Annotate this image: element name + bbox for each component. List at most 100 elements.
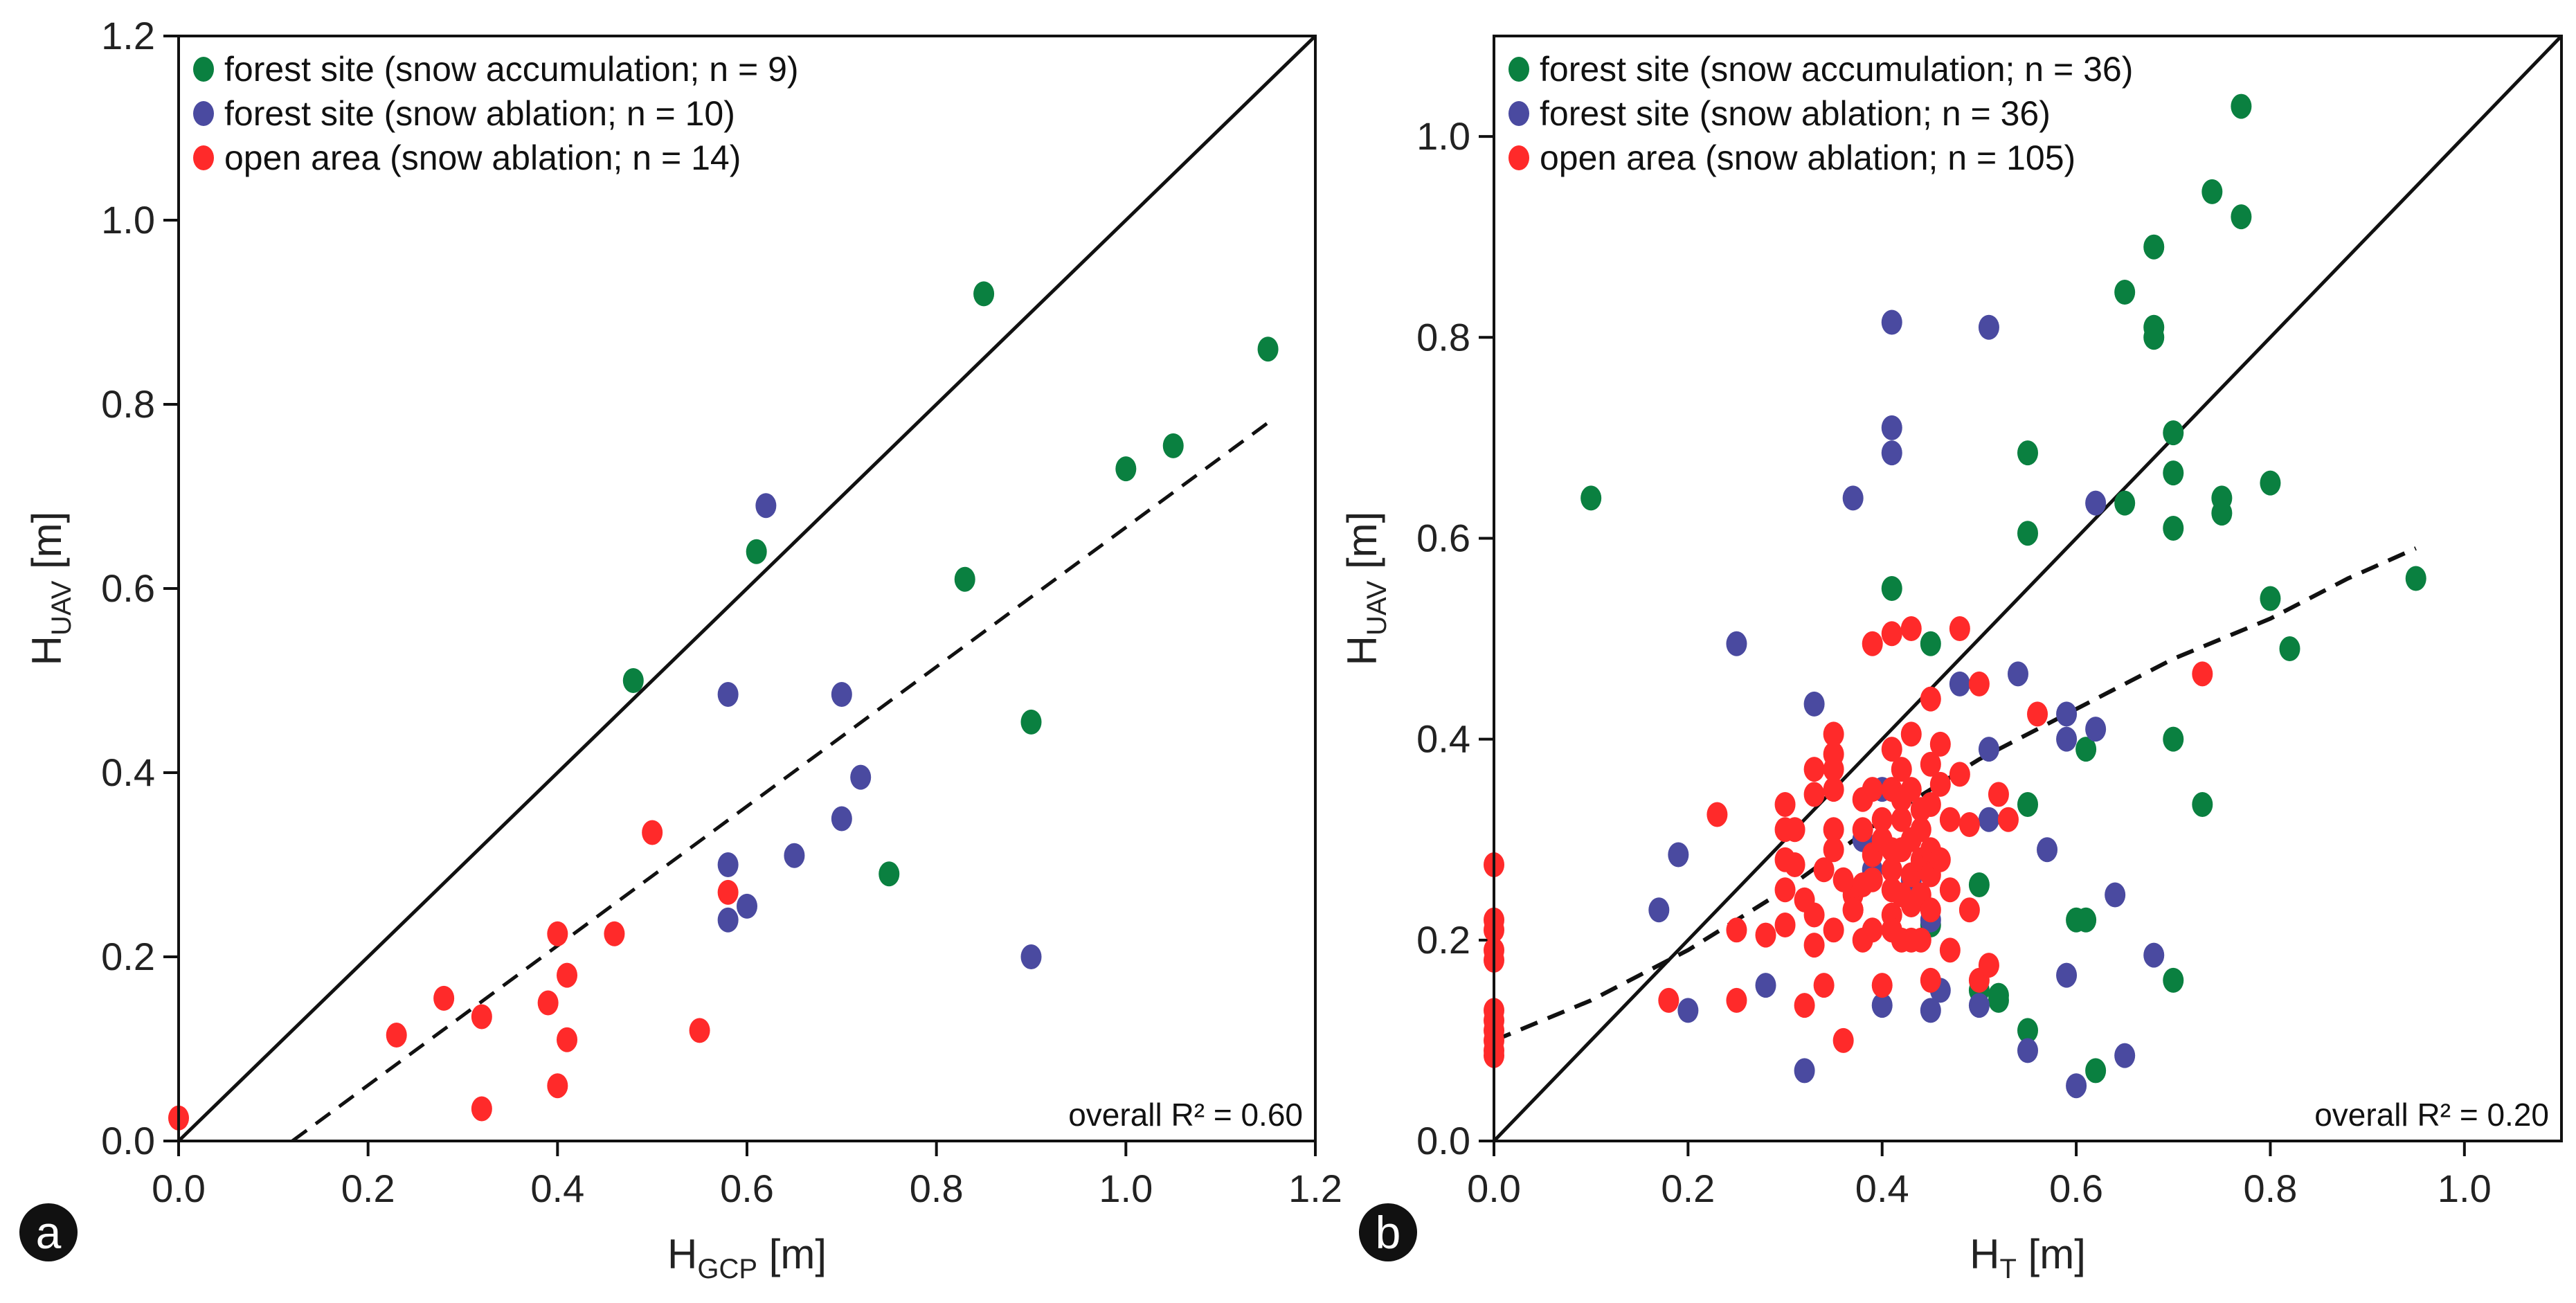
panel-b-legend: forest site (snow accumulation; n = 36) f…: [1508, 50, 2133, 177]
panel-a-point-series-1: [1020, 709, 1042, 735]
panel-a-point-series-1: [879, 861, 900, 887]
panel-a-badge-text: a: [36, 1207, 62, 1258]
panel-b-point-series-2: [2105, 882, 2126, 908]
panel-a-point-series-2: [717, 852, 739, 877]
panel-a-point-series-1: [622, 668, 644, 693]
panel-b-point-series-3: [1910, 817, 1931, 843]
panel-b-x-ticks: 0.0 0.2 0.4 0.6 0.8 1.0: [1467, 1141, 2492, 1210]
panel-a-x-tick-label: 0.4: [530, 1167, 584, 1210]
panel-b-y-axis-label: HUAV [m]: [1339, 512, 1392, 666]
panel-a-point-series-3: [386, 1023, 407, 1048]
panel-b-point-series-1: [2017, 440, 2038, 466]
panel-a-x-tick-label: 1.2: [1288, 1167, 1342, 1210]
panel-a-point-series-3: [557, 1027, 578, 1052]
panel-b-point-series-3: [1726, 917, 1747, 943]
panel-b-point-series-3: [2192, 661, 2213, 687]
panel-b-point-series-3: [1939, 807, 1961, 832]
panel-b-point-series-3: [1920, 686, 1941, 712]
panel-b-point-series-3: [1949, 762, 1970, 787]
panel-b-point-series-2: [1881, 309, 1902, 335]
panel-b-point-series-3: [1862, 867, 1883, 892]
panel-b-point-series-3: [1910, 927, 1931, 953]
panel-b-point-series-1: [2211, 501, 2233, 526]
panel-a-point-series-3: [471, 1004, 492, 1030]
panel-a-y-axis-label: HUAV [m]: [24, 512, 77, 666]
panel-b-point-series-1: [2163, 460, 2184, 486]
panel-a-point-series-3: [642, 820, 663, 845]
panel-b-point-series-2: [1881, 440, 1902, 466]
panel-a-y-tick-label: 1.0: [101, 198, 155, 242]
panel-b-x-tick-label: 0.8: [2244, 1167, 2298, 1210]
panel-a-point-series-2: [831, 806, 852, 832]
panel-a-one-to-one-line: [177, 35, 1317, 1142]
panel-a-legend-marker: [193, 145, 214, 170]
panel-b-point-series-1: [2143, 325, 2165, 350]
panel-b-point-series-3: [1803, 757, 1825, 782]
panel-a-point-series-3: [537, 990, 559, 1016]
panel-b-point-series-1: [2405, 566, 2426, 591]
panel-a-legend-label: forest site (snow accumulation; n = 9): [224, 50, 799, 89]
panel-b-point-series-3: [1852, 927, 1873, 953]
panel-b-y-tick-label: 0.4: [1416, 717, 1470, 761]
panel-b-point-series-3: [1755, 922, 1776, 948]
panel-b-point-series-1: [2017, 791, 2038, 817]
panel-a-point-series-3: [717, 879, 739, 905]
panel-a: 0.0 0.2 0.4 0.6 0.8 1.0 1.2 0.0 0.2 0.4 0.6 0.8 1.0…: [19, 14, 1342, 1284]
panel-a-point-series-3: [557, 962, 578, 988]
panel-b-point-series-1: [2085, 1058, 2107, 1084]
panel-b-point-series-3: [1803, 902, 1825, 928]
panel-a-x-tick-label: 0.2: [341, 1167, 395, 1210]
panel-b-point-series-2: [1803, 691, 1825, 717]
panel-a-point-series-3: [471, 1096, 492, 1122]
panel-b-point-series-3: [1658, 987, 1679, 1013]
panel-a-y-tick-label: 0.0: [101, 1119, 155, 1162]
panel-b-data-points: [1484, 93, 2426, 1099]
panel-b-x-tick-label: 1.0: [2438, 1167, 2492, 1210]
panel-b-point-series-2: [1842, 485, 1864, 511]
panel-b-x-tick-label: 0.0: [1467, 1167, 1521, 1210]
panel-b-point-series-3: [1881, 621, 1902, 647]
panel-b-fit-curve: [1493, 546, 2417, 1043]
panel-b-point-series-3: [1891, 757, 1912, 782]
panel-b-point-series-3: [1929, 731, 1951, 757]
panel-b-point-series-1: [2163, 967, 2184, 993]
panel-b-legend-label: forest site (snow ablation; n = 36): [1540, 94, 2051, 133]
panel-a-y-tick-label: 1.2: [101, 14, 155, 57]
panel-b-x-tick-label: 0.2: [1661, 1167, 1715, 1210]
panel-b-point-series-3: [1823, 837, 1844, 863]
panel-b-point-series-1: [2279, 636, 2300, 662]
panel-b-point-series-2: [1968, 993, 1990, 1018]
panel-b-point-series-1: [2143, 234, 2165, 260]
panel-b-point-series-3: [1823, 917, 1844, 943]
panel-a-x-tick-label: 0.0: [152, 1167, 206, 1210]
panel-a-legend-marker: [193, 101, 214, 126]
panel-b-point-series-3: [1823, 721, 1844, 747]
panel-b-x-tick-label: 0.4: [1855, 1167, 1909, 1210]
panel-a-legend-label: forest site (snow ablation; n = 10): [224, 94, 735, 133]
panel-b-point-series-2: [2037, 837, 2058, 863]
panel-b-reference-lines: [1493, 35, 2563, 1142]
panel-a-point-series-3: [604, 921, 625, 946]
panel-b-x-axis-label: HT [m]: [1970, 1231, 2086, 1284]
panel-a-x-tick-label: 0.8: [910, 1167, 964, 1210]
panel-b-point-series-3: [1813, 857, 1835, 883]
panel-b-legend-label: forest site (snow accumulation; n = 36): [1540, 50, 2133, 89]
panel-a-x-tick-label: 1.0: [1099, 1167, 1153, 1210]
panel-b-point-series-3: [1997, 807, 2019, 832]
panel-b-point-series-1: [1968, 872, 1990, 898]
panel-b-point-series-2: [2056, 726, 2078, 752]
panel-b: 0.0 0.2 0.4 0.6 0.8 1.0 0.0 0.2 0.4 0.6 0.8 1.0 fo…: [1339, 35, 2563, 1284]
panel-a-point-series-2: [831, 681, 852, 707]
panel-b-point-series-2: [1881, 415, 1902, 440]
panel-b-point-series-2: [1978, 314, 1999, 340]
panel-b-point-series-3: [1891, 787, 1912, 812]
panel-b-point-series-2: [2017, 1038, 2038, 1063]
panel-b-y-tick-label: 1.0: [1416, 114, 1470, 158]
panel-b-legend-marker: [1508, 57, 1529, 82]
panel-a-data-points: [168, 281, 1279, 1131]
panel-b-point-series-3: [1871, 807, 1893, 832]
panel-b-point-series-1: [2201, 179, 2223, 204]
panel-b-point-series-3: [1871, 973, 1893, 998]
panel-a-fit-line: [291, 421, 1270, 1143]
panel-b-point-series-1: [1988, 987, 2009, 1013]
